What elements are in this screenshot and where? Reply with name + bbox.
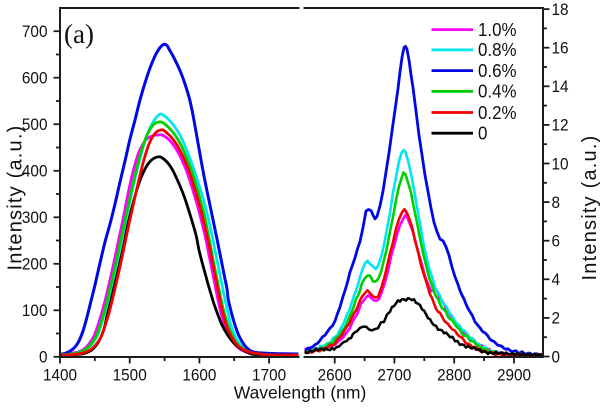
svg-text:(a): (a) [64, 19, 94, 49]
svg-text:0.8%: 0.8% [478, 39, 517, 60]
svg-text:6: 6 [552, 233, 561, 251]
svg-text:1400: 1400 [43, 366, 77, 384]
svg-text:2800: 2800 [437, 366, 471, 384]
svg-text:300: 300 [22, 209, 48, 227]
svg-text:Wavelength (nm): Wavelength (nm) [234, 382, 367, 402]
svg-text:10: 10 [552, 155, 569, 173]
svg-text:100: 100 [22, 302, 48, 320]
svg-text:2600: 2600 [318, 366, 352, 384]
svg-text:1500: 1500 [113, 366, 147, 384]
svg-text:1600: 1600 [182, 366, 216, 384]
svg-text:200: 200 [22, 256, 48, 274]
svg-text:0: 0 [478, 123, 487, 144]
svg-text:500: 500 [22, 116, 48, 134]
svg-text:600: 600 [22, 70, 48, 88]
svg-text:400: 400 [22, 163, 48, 181]
svg-text:0.2%: 0.2% [478, 102, 517, 123]
svg-text:0: 0 [39, 349, 48, 367]
svg-text:4: 4 [552, 271, 561, 289]
svg-text:14: 14 [552, 78, 569, 96]
svg-text:Intensity (a.u.): Intensity (a.u.) [5, 125, 27, 271]
svg-text:18: 18 [552, 1, 569, 19]
svg-text:2: 2 [552, 310, 561, 328]
svg-text:0.4%: 0.4% [478, 81, 517, 102]
svg-text:16: 16 [552, 40, 569, 58]
svg-text:0.6%: 0.6% [478, 60, 517, 81]
svg-text:1700: 1700 [252, 366, 286, 384]
svg-text:0: 0 [552, 348, 561, 366]
svg-text:1.0%: 1.0% [478, 19, 517, 40]
svg-text:2900: 2900 [497, 366, 531, 384]
svg-text:Intensity (a.u.): Intensity (a.u.) [579, 135, 600, 281]
svg-text:12: 12 [552, 117, 569, 135]
svg-text:2700: 2700 [377, 366, 411, 384]
svg-text:700: 700 [22, 23, 48, 41]
svg-text:8: 8 [552, 194, 561, 212]
